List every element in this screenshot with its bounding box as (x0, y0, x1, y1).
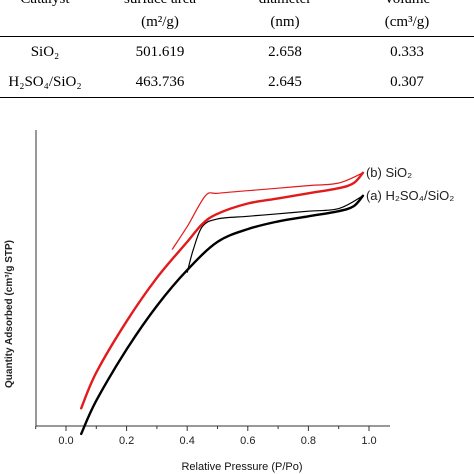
x-tick-label: 0.6 (240, 435, 255, 447)
x-axis-label: Relative Pressure (P/Po) (181, 461, 302, 473)
table-row: SiO₂ 501.619 2.658 0.333 (0, 37, 474, 68)
series-sio2-adsorption (80, 171, 365, 410)
x-tick-label: 0.0 (58, 435, 73, 447)
cell-catalyst: SiO₂ (30, 43, 60, 60)
cell-catalyst: H₂SO₄/SiO₂ (0, 67, 90, 98)
series-h2so4-sio2-adsorption (80, 194, 365, 436)
units-diameter: (nm) (230, 8, 340, 37)
x-tick-label: 0.4 (180, 435, 195, 447)
legend-h2so4-sio2: (a) H₂SO₄/SiO₂ (366, 188, 454, 203)
series-h2so4-sio2-desorption (186, 195, 364, 273)
cell-diameter: 2.645 (230, 67, 340, 98)
chart-axes (35, 130, 390, 427)
table-units-row: (m²/g) (nm) (cm³/g) (0, 8, 474, 37)
cell-surface-area: 463.736 (90, 67, 230, 98)
chart-legend: (b) SiO₂ (a) H₂SO₄/SiO₂ (366, 165, 454, 203)
properties-table-region: Catalyst surface area diameter Volume (m… (0, 0, 474, 104)
units-surface-area: (m²/g) (90, 8, 230, 37)
y-axis-label: Quantity Adsorbed (cm³/g STP) (4, 240, 15, 388)
series-sio2-desorption (171, 172, 364, 250)
units-volume: (cm³/g) (340, 8, 474, 37)
x-tick-label: 0.8 (301, 435, 316, 447)
header-diameter: diameter (230, 0, 340, 8)
cell-volume: 0.333 (390, 43, 424, 60)
units-catalyst (0, 8, 90, 37)
header-volume: Volume (340, 0, 474, 8)
table-header-row: Catalyst surface area diameter Volume (0, 0, 474, 8)
properties-table: Catalyst surface area diameter Volume (m… (0, 0, 474, 98)
chart-series (80, 171, 365, 436)
x-tick-label: 0.2 (119, 435, 134, 447)
x-tick-label: 1.0 (361, 435, 376, 447)
table-row: H₂SO₄/SiO₂ 463.736 2.645 0.307 (0, 67, 474, 98)
cell-surface-area: 501.619 (135, 43, 185, 60)
isotherm-chart: 0.0 0.2 0.4 0.6 0.8 1.0 (b) SiO₂ (a) H₂SO₄/SiO… (4, 130, 454, 473)
x-ticks: 0.0 0.2 0.4 0.6 0.8 1.0 (35, 426, 377, 447)
cell-volume: 0.307 (340, 67, 474, 98)
header-catalyst: Catalyst (0, 0, 90, 8)
legend-sio2: (b) SiO₂ (366, 165, 412, 180)
header-surface-area: surface area (90, 0, 230, 8)
cell-diameter: 2.658 (268, 43, 302, 60)
